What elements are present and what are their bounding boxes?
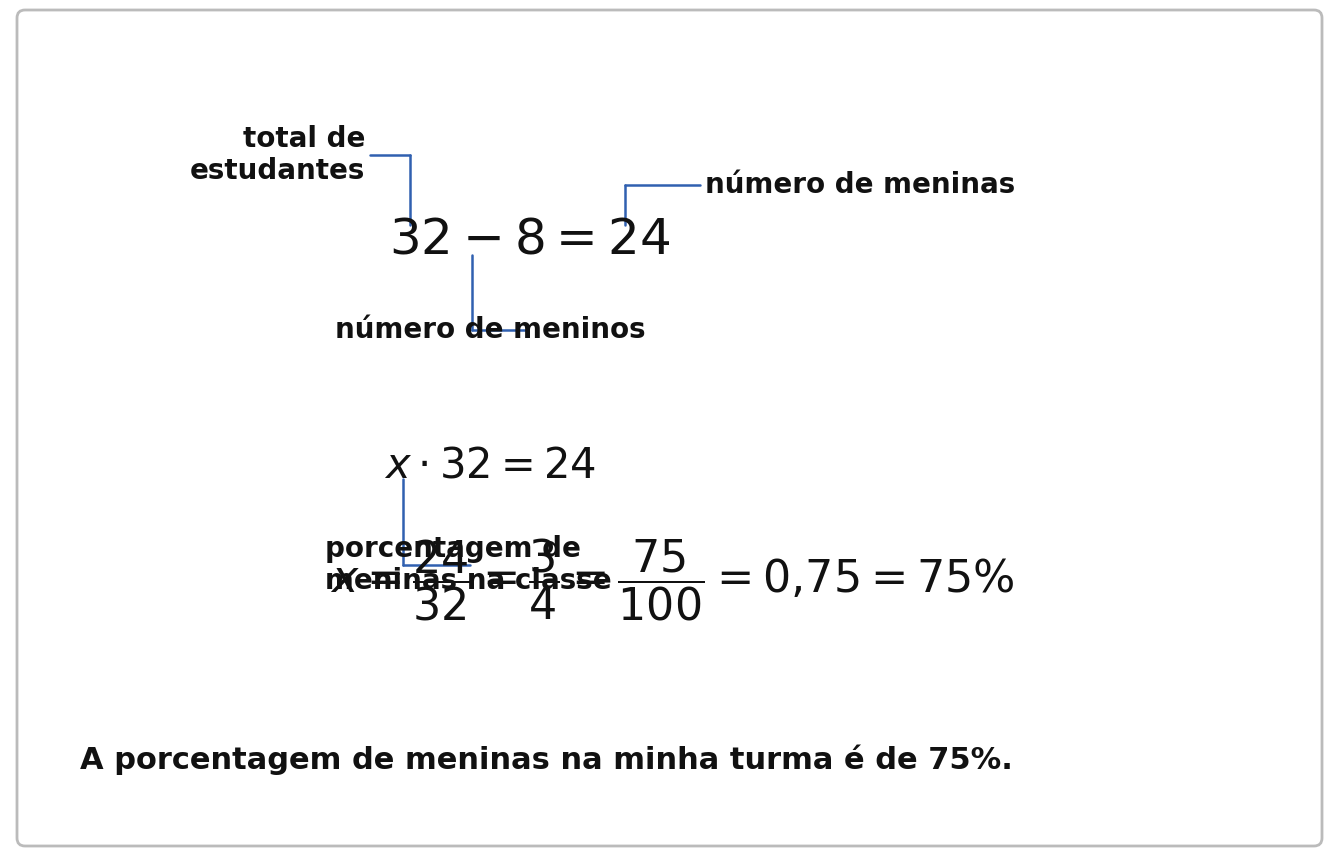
Text: $32-8=24$: $32-8=24$ (390, 216, 671, 264)
Text: $x=\dfrac{24}{32}=\dfrac{3}{4}=\dfrac{75}{100}=0{,}75=75\%$: $x=\dfrac{24}{32}=\dfrac{3}{4}=\dfrac{75… (329, 537, 1015, 624)
Text: número de meninas: número de meninas (706, 171, 1015, 199)
Text: $x \cdot 32 = 24$: $x \cdot 32 = 24$ (384, 444, 596, 486)
Text: A porcentagem de meninas na minha turma é de 75%.: A porcentagem de meninas na minha turma … (80, 745, 1012, 775)
FancyBboxPatch shape (17, 10, 1322, 846)
Text: porcentagem de
meninas na classe: porcentagem de meninas na classe (325, 535, 612, 595)
Text: total de
estudantes: total de estudantes (190, 125, 366, 185)
Text: número de meninos: número de meninos (335, 316, 645, 344)
